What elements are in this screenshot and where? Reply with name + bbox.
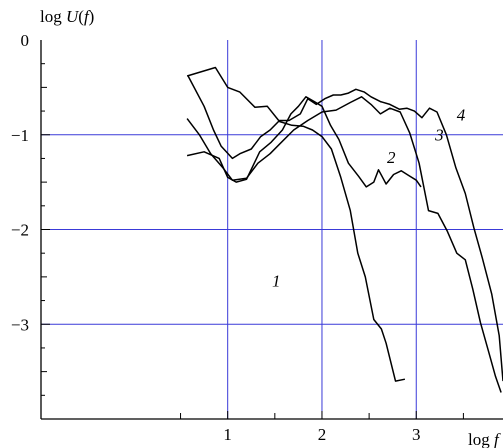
series-line-4 <box>187 75 503 382</box>
x-tick-label: 1 <box>223 425 232 444</box>
y-tick-label: −1 <box>11 126 29 145</box>
series-lines <box>186 66 503 393</box>
y-axis-label: log U(f) <box>40 7 94 26</box>
y-tick-label: −3 <box>11 315 29 334</box>
tick-labels: 1 2 3 0 −1 −2 −3 <box>11 31 421 444</box>
y-tick-label: 0 <box>21 31 30 50</box>
x-tick-label: 2 <box>318 425 327 444</box>
series-line-3 <box>186 96 502 393</box>
x-axis-label: log f <box>468 430 501 448</box>
axes <box>40 40 503 420</box>
series-label-2: 2 <box>387 148 396 167</box>
series-label-4: 4 <box>457 106 466 125</box>
grid-lines <box>41 40 503 419</box>
series-label-1: 1 <box>272 271 281 290</box>
series-labels: 1 2 34 <box>272 106 466 291</box>
series-label-3: 3 <box>434 125 444 144</box>
x-tick-label: 3 <box>412 425 421 444</box>
series-line-2 <box>186 96 422 188</box>
series-line-1 <box>186 66 406 382</box>
y-tick-label: −2 <box>11 221 29 240</box>
